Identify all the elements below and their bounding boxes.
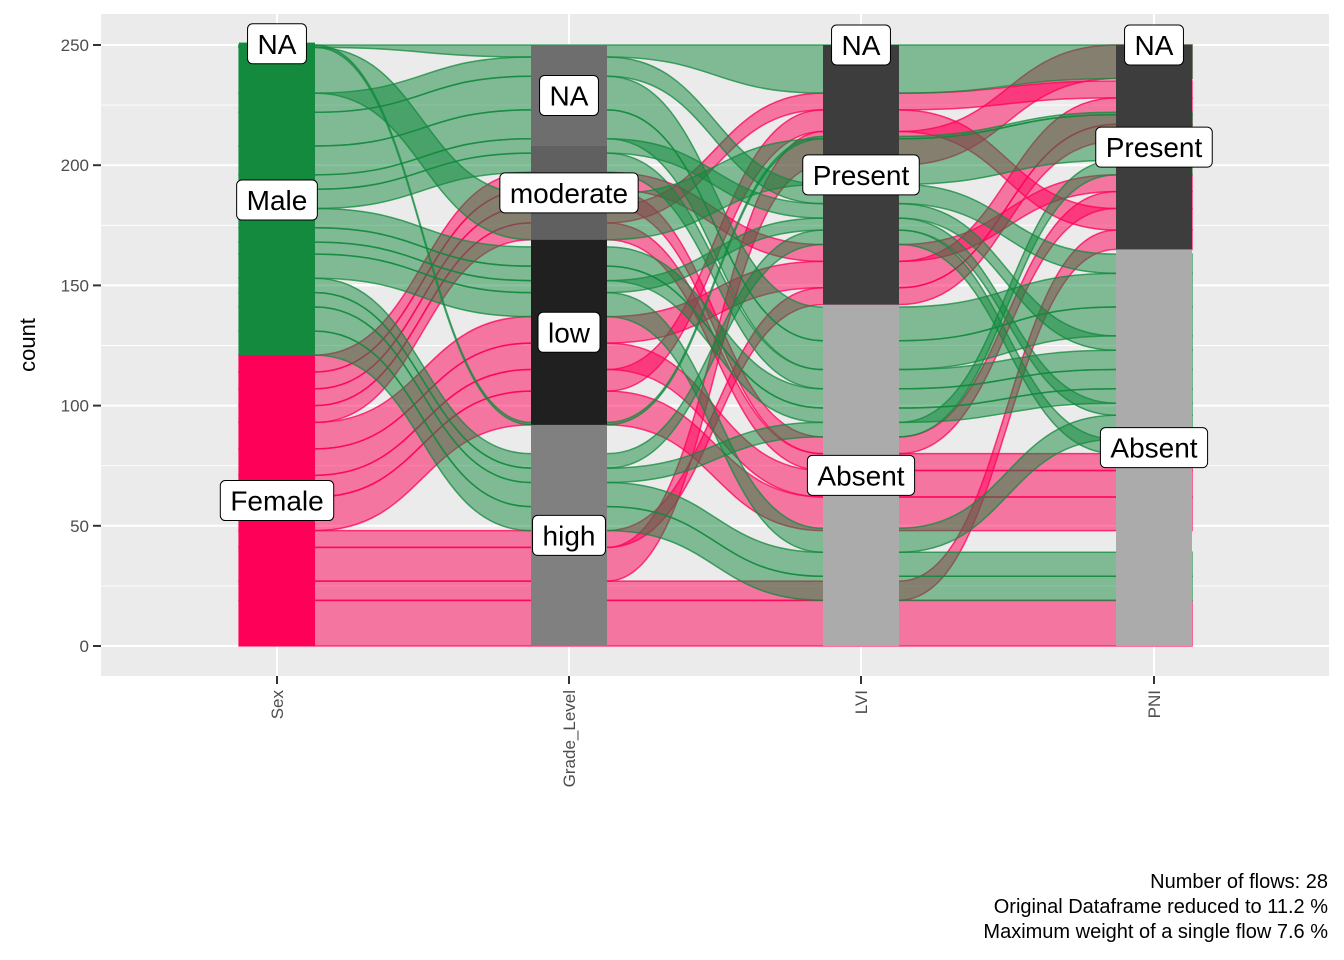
stratum-label-moderate: moderate (499, 172, 639, 214)
stratum-label-high: high (532, 514, 606, 556)
stratum-label-male: Male (236, 179, 318, 221)
flow-layer (238, 44, 1193, 647)
label-layer: Female Male NA high low moderate NA Absent Prese… (219, 23, 1213, 556)
y-tick-label: 0 (80, 637, 89, 656)
x-tick-label: Sex (268, 690, 287, 720)
y-tick-label: 50 (70, 517, 89, 536)
stratum-label-na: NA (539, 74, 599, 116)
caption-max-weight: Maximum weight of a single flow 7.6 % (983, 921, 1328, 943)
caption-reduction: Original Dataframe reduced to 11.2 % (993, 896, 1328, 918)
stratum-label-female: Female (219, 480, 335, 522)
y-axis-title: count (15, 318, 40, 372)
axis-layer: Sex Grade_Level LVI PNI 0 50 100 150 200 250 (61, 36, 1164, 787)
stratum-label-na: NA (1124, 24, 1184, 66)
stratum-label-text: Female (230, 486, 323, 517)
x-tick-label: PNI (1145, 690, 1164, 718)
flow-band-female (238, 599, 1193, 647)
stratum-label-present: Present (1095, 126, 1213, 168)
stratum-label-absent: Absent (1099, 427, 1209, 469)
x-tick-label: Grade_Level (560, 690, 579, 787)
stratum-label-text: low (548, 317, 591, 348)
stratum-label-present: Present (802, 154, 920, 196)
y-tick-label: 150 (61, 276, 89, 295)
stratum-label-text: Absent (817, 460, 904, 491)
stratum-label-text: NA (258, 29, 297, 60)
stratum-label-text: Present (1106, 132, 1203, 163)
stratum-label-text: NA (550, 80, 589, 111)
stratum-label-text: high (543, 520, 596, 551)
stratum-label-text: Absent (1110, 433, 1197, 464)
stratum-label-text: NA (1135, 30, 1174, 61)
stratum-label-text: Male (247, 185, 308, 216)
y-tick-label: 200 (61, 156, 89, 175)
stratum-label-na: NA (247, 23, 307, 65)
stratum-label-low: low (537, 311, 601, 353)
stratum-label-text: NA (842, 30, 881, 61)
stratum-label-absent: Absent (806, 454, 916, 496)
caption-flow-count: Number of flows: 28 (1150, 871, 1328, 893)
stratum-label-text: moderate (510, 178, 628, 209)
plot-caption: Number of flows: 28 Original Dataframe r… (983, 870, 1328, 945)
x-tick-label: LVI (852, 690, 871, 714)
stratum-label-text: Present (813, 160, 910, 191)
y-tick-label: 100 (61, 397, 89, 416)
flow-band-male (238, 44, 1193, 94)
y-tick-label: 250 (61, 36, 89, 55)
stratum-label-na: NA (831, 24, 891, 66)
